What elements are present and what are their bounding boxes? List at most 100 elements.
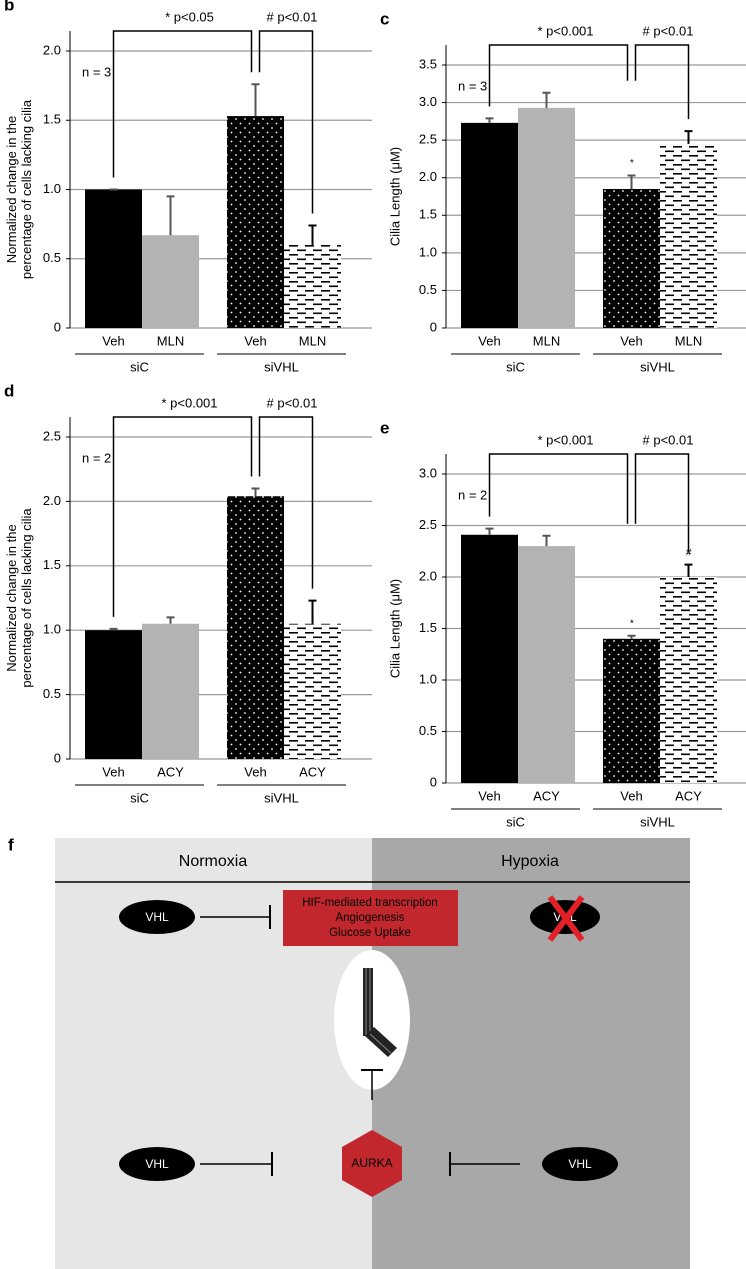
cross [547, 895, 585, 942]
x-tick-label: Veh [620, 333, 642, 348]
y-tick-label: 0.5 [43, 250, 61, 265]
vhl-label: VHL [145, 910, 169, 924]
group-label: siVHL [640, 814, 675, 829]
y-axis-label: Normalized change in the [4, 524, 19, 671]
x-tick-label: ACY [157, 764, 184, 779]
error-bar [627, 634, 636, 639]
charts: b 0 0.5 1.0 1.5 2.0 Normalized change in the pe… [4, 0, 746, 829]
y-tick-label: 2.5 [43, 428, 61, 443]
x-tick-label: ACY [675, 788, 702, 803]
y-tick-label: 3.0 [419, 94, 437, 109]
y-tick-label: 0 [430, 774, 437, 789]
effect-label: Glucose Uptake [329, 927, 411, 939]
bar [227, 496, 284, 759]
x-tick-label: MLN [299, 333, 326, 348]
effect-label: Angiogenesis [335, 912, 404, 924]
error-bar [542, 534, 551, 547]
x-tick-label: Veh [620, 788, 642, 803]
y-axis-label: percentage of cells lacking cilia [19, 508, 34, 688]
y-tick-label: 1.5 [43, 557, 61, 572]
y-tick-label: 2.5 [419, 517, 437, 532]
y-tick-label: 1.0 [419, 244, 437, 259]
panel-letter: f [8, 835, 14, 854]
y-tick-label: 1.0 [419, 671, 437, 686]
y-tick-label: 0.5 [43, 686, 61, 701]
error-bar [485, 117, 494, 123]
error-bar [485, 527, 494, 535]
vhl-node [542, 1147, 618, 1181]
significance-label: * p<0.001 [161, 395, 217, 410]
bar [660, 143, 717, 328]
y-tick-label: 1.5 [43, 112, 61, 127]
note: n = 2 [82, 450, 111, 465]
panel-letter: b [4, 0, 14, 14]
error-bar [627, 174, 636, 189]
bar [85, 189, 142, 328]
error-bar [308, 599, 317, 624]
significance-label: * p<0.05 [165, 9, 214, 24]
bar-marker: * [630, 158, 635, 169]
significance-bracket [258, 416, 314, 589]
panel-letter: c [380, 9, 389, 28]
left-title: Normoxia [179, 853, 248, 870]
bar [518, 546, 575, 783]
bar-marker: # [686, 547, 692, 558]
bar [603, 638, 660, 783]
y-axis-label: Cilia Length (μM) [387, 579, 402, 678]
y-tick-label: 1.0 [43, 622, 61, 637]
significance-bracket [112, 416, 253, 617]
x-tick-label: Veh [102, 764, 124, 779]
y-axis-label: Cilia Length (μM) [387, 147, 402, 246]
x-tick-label: ACY [299, 764, 326, 779]
diagram: f Normoxia Hypoxia VHL HIF-mediated tran… [8, 835, 690, 1269]
y-tick-label: 2.0 [43, 42, 61, 57]
significance-bracket [634, 453, 690, 553]
significance-label: * p<0.001 [537, 432, 593, 447]
y-tick-label: 1.5 [419, 620, 437, 635]
bar [142, 623, 199, 759]
error-bar [308, 224, 317, 245]
significance-label: * p<0.001 [537, 23, 593, 38]
x-tick-label: Veh [244, 764, 266, 779]
y-tick-label: 0.5 [419, 723, 437, 738]
group-label: siVHL [640, 359, 675, 374]
bar [518, 107, 575, 329]
x-tick-label: Veh [478, 788, 500, 803]
significance-label: # p<0.01 [267, 395, 318, 410]
y-tick-label: 1.5 [419, 207, 437, 222]
significance-bracket [258, 30, 314, 214]
aurka-label: AURKA [351, 1156, 392, 1170]
aurka-node [342, 1130, 402, 1197]
y-tick-label: 3.0 [419, 465, 437, 480]
group-label: siC [506, 814, 525, 829]
panel-letter: d [4, 381, 14, 400]
effects-box [283, 890, 458, 946]
bar [284, 244, 341, 328]
significance-label: # p<0.01 [643, 432, 694, 447]
vhl-label: VHL [145, 1157, 169, 1171]
group-label: siC [130, 359, 149, 374]
significance-bracket [634, 44, 690, 120]
group-label: siC [506, 359, 525, 374]
group-label: siC [130, 790, 149, 805]
error-bar [109, 627, 118, 631]
group-label: siVHL [264, 359, 299, 374]
significance-bracket [112, 30, 253, 178]
significance-bracket [488, 44, 629, 107]
bar-marker: * [630, 618, 635, 629]
group-label: siVHL [264, 790, 299, 805]
bar [461, 534, 518, 783]
y-tick-label: 0 [430, 319, 437, 334]
error-bar [251, 487, 260, 497]
cilium [363, 968, 397, 1057]
y-tick-label: 2.0 [419, 169, 437, 184]
vhl-node [119, 1147, 195, 1181]
vhl-node [119, 900, 195, 934]
right-title: Hypoxia [501, 853, 559, 870]
bar [142, 235, 199, 328]
significance-label: # p<0.01 [643, 23, 694, 38]
bar [603, 188, 660, 328]
bar [227, 116, 284, 328]
x-tick-label: Veh [244, 333, 266, 348]
